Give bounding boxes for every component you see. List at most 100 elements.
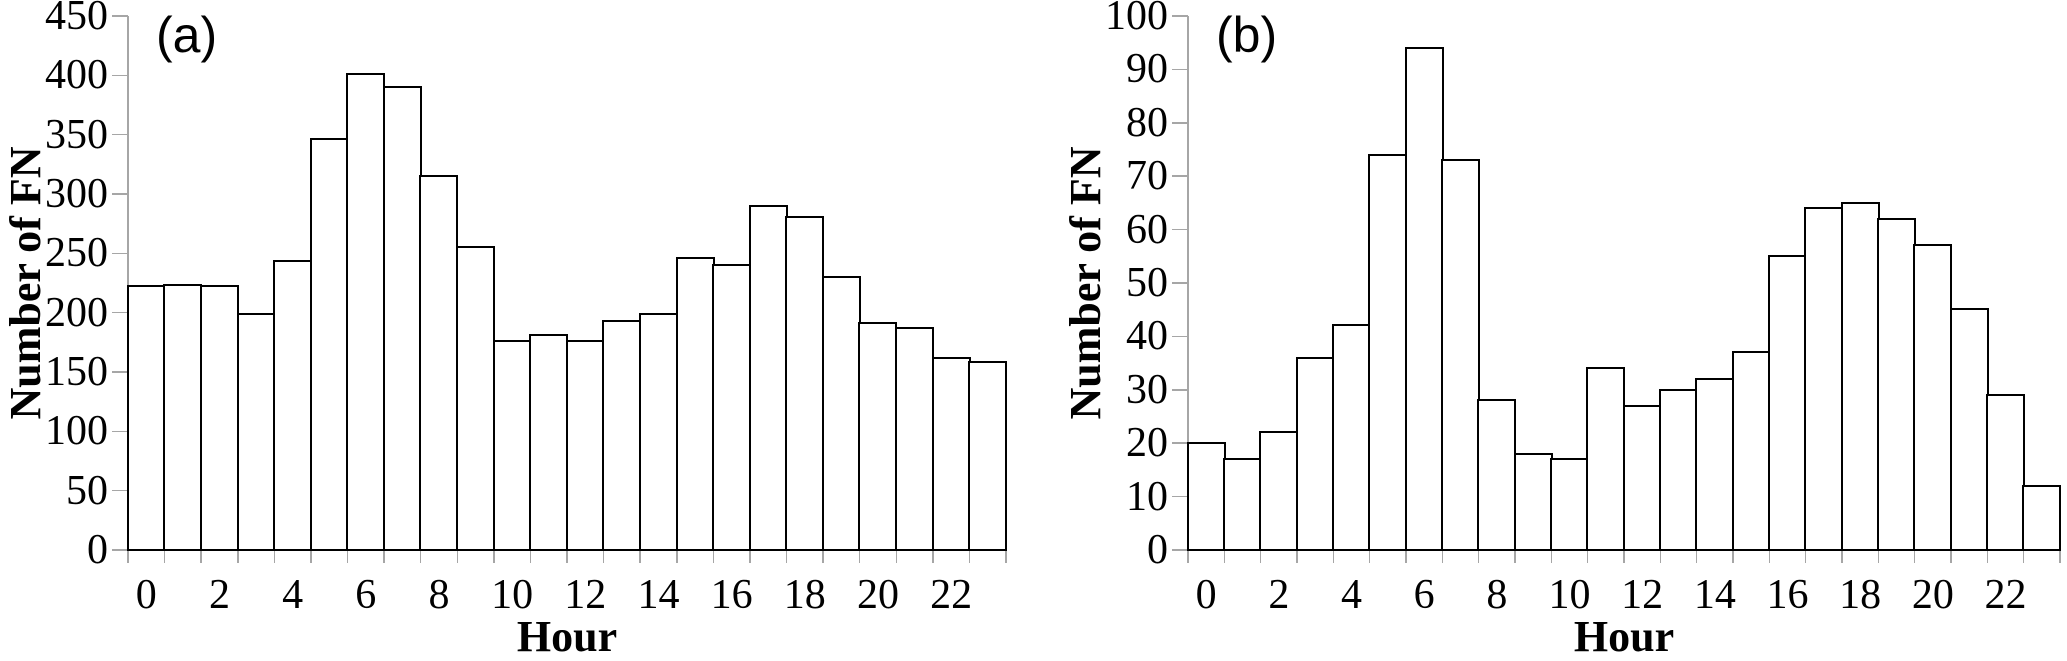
panel-a-y-tick-label: 350 (45, 111, 108, 158)
panel-a-bar-hour-0 (126, 285, 166, 552)
panel-b-y-tick (1172, 228, 1188, 231)
panel-a-x-tick (529, 550, 532, 563)
panel-b-x-tick (1514, 550, 1516, 563)
panel-a-bar-hour-12 (565, 339, 605, 552)
panel-a-bar-hour-13 (602, 319, 642, 552)
panel-b-bar-hour-21 (1949, 308, 1989, 552)
panel-a-bar-hour-3 (236, 312, 276, 552)
panel-b-x-tick-label-22: 22 (1984, 572, 2027, 618)
panel-b-x-tick (1659, 550, 1662, 563)
panel-b-bar-hour-18 (1840, 201, 1880, 552)
panel-a-y-tick-label: 50 (66, 467, 108, 514)
panel-b-bar-hour-20 (1913, 244, 1953, 552)
panel-b-bar-hour-23 (2022, 484, 2062, 552)
panel-b-y-tick (1172, 282, 1188, 284)
panel-b-bar-hour-0 (1186, 441, 1226, 552)
panel-b-x-tick (1441, 550, 1444, 563)
panel-a-x-tick-label-14: 14 (637, 572, 680, 618)
panel-b-bar-hour-22 (1986, 393, 2025, 552)
panel-b-x-tick (1623, 550, 1625, 563)
panel-a-bar-hour-17 (748, 204, 788, 552)
panel-b-x-tick (1950, 550, 1952, 563)
panel-b-x-tick-label-16: 16 (1766, 572, 1809, 618)
panel-b-x-tick (1586, 550, 1589, 563)
panel-b-bar-hour-7 (1441, 158, 1480, 552)
panel-a-bar-hour-5 (309, 138, 349, 552)
panel-b-bar-hour-2 (1259, 431, 1299, 552)
panel-b-bar-hour-12 (1622, 404, 1662, 552)
panel-a-x-tick-label-2: 2 (208, 572, 230, 618)
panel-a-bar-hour-16 (712, 263, 752, 552)
panel-b-y-tick (1172, 175, 1188, 177)
panel-a-x-tick (676, 550, 678, 563)
panel-a-x-tick-label-8: 8 (428, 572, 450, 618)
panel-a-x-tick (237, 550, 239, 563)
panel-a-x-tick (712, 550, 715, 563)
panel-a-y-tick (112, 371, 128, 373)
panel-a-y-axis-line (127, 16, 129, 550)
panel-b-x-tick-label-6: 6 (1413, 572, 1435, 618)
panel-b-bar-hour-6 (1404, 46, 1444, 552)
panel-b-x-tick-label-0: 0 (1195, 572, 1217, 618)
panel-a-y-tick (112, 74, 128, 77)
panel-b-x-tick (1332, 550, 1335, 563)
panel-b-x-tick (1877, 550, 1880, 563)
panel-b-bar-hour-15 (1731, 351, 1771, 552)
panel-b-x-tick (1804, 550, 1807, 563)
panel-b-y-tick (1172, 495, 1188, 498)
panel-b-x-tick-label-8: 8 (1486, 572, 1508, 618)
panel-b-y-tick (1172, 122, 1188, 124)
panel-a-x-tick (200, 550, 202, 563)
panel-a-x-tick (822, 550, 824, 563)
panel-a-y-tick (112, 311, 128, 314)
panel-a-y-tick-label: 0 (87, 527, 108, 573)
panel-b-y-tick-label: 30 (1126, 366, 1168, 413)
panel-a-y-tick (112, 430, 128, 433)
panel-a-x-tick (566, 550, 568, 563)
panel-a-x-tick-label-4: 4 (282, 572, 304, 618)
panel-a-x-tick (1005, 550, 1007, 563)
panel-b-bar-hour-10 (1550, 457, 1589, 552)
panel-a-x-tick (785, 550, 788, 563)
panel-b-label: (b) (1216, 7, 1278, 63)
panel-a-bar-hour-4 (273, 260, 313, 552)
panel-a-x-tick (163, 550, 166, 563)
panel-b-y-tick-label: 60 (1126, 206, 1168, 253)
panel-a-x-tick (383, 550, 385, 563)
panel-b-x-tick-label-12: 12 (1621, 572, 1664, 618)
panel-a-y-tick-label: 200 (45, 289, 108, 336)
panel-a-y-tick (112, 193, 128, 195)
panel-a-bar-hour-9 (456, 246, 496, 552)
panel-b-y-tick-label: 20 (1126, 420, 1168, 467)
panel-a-x-axis-title: Hour (516, 612, 618, 661)
panel-a-bar-hour-21 (895, 326, 935, 552)
panel-a-bar-hour-2 (199, 285, 239, 552)
panel-b-x-tick (1477, 550, 1480, 563)
panel-a-bar-hour-7 (382, 85, 422, 552)
panel-b-y-axis-line (1187, 16, 1189, 550)
panel-a-bar-hour-23 (968, 361, 1008, 552)
panel-b-y-tick-label: 0 (1147, 527, 1168, 573)
panel-a-x-tick (310, 550, 312, 563)
panel-b-bar-hour-3 (1295, 356, 1335, 552)
panel-b-bar-hour-9 (1513, 452, 1553, 552)
panel-b-x-tick (1187, 550, 1189, 563)
panel-b-y-tick (1172, 549, 1188, 551)
panel-a-y-tick-label: 400 (45, 52, 108, 99)
panel-b-y-tick (1172, 335, 1188, 338)
panel-a-x-tick (858, 550, 861, 563)
panel-a-y-tick-label: 100 (45, 408, 108, 455)
panel-b-x-tick (1296, 550, 1298, 563)
panel-b-y-tick-label: 70 (1126, 153, 1168, 200)
panel-a-x-tick (273, 550, 276, 563)
panel-b-bar-hour-8 (1477, 399, 1517, 552)
panel-a-x-tick-label-0: 0 (135, 572, 157, 618)
panel-b-y-tick-label: 50 (1126, 260, 1168, 306)
panel-a-x-tick (968, 550, 971, 563)
panel-a-x-tick (602, 550, 605, 563)
panel-a-y-tick-label: 150 (45, 349, 108, 395)
panel-a-bar-hour-1 (163, 284, 203, 552)
panel-a-x-tick (127, 550, 129, 563)
panel-a-bar-hour-14 (638, 312, 678, 552)
